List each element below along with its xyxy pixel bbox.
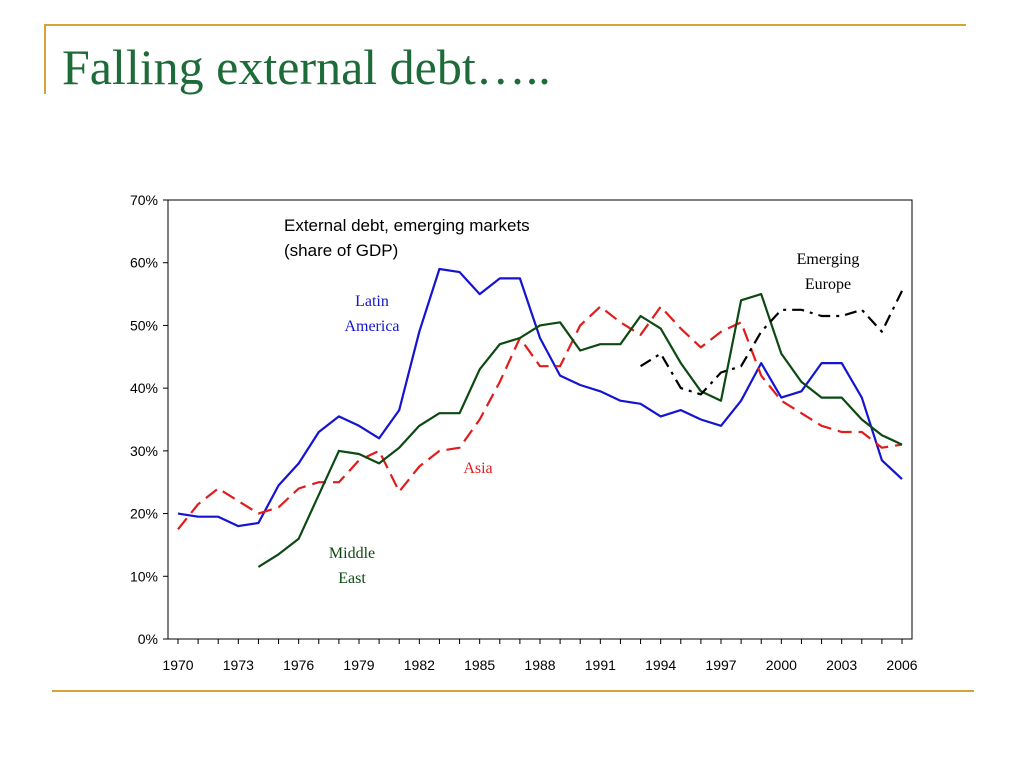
x-tick-label: 1985 [464,657,495,673]
x-tick-label: 1994 [645,657,676,673]
y-tick-label: 20% [130,506,158,522]
x-tick-label: 1979 [343,657,374,673]
label-middle-east-2: East [338,570,366,587]
slide: Falling external debt….. 0% 10% 20% 30% 40% 5… [0,0,1024,768]
y-axis: 0% 10% 20% 30% 40% 50% 60% 70% [130,192,168,647]
y-tick-label: 50% [130,317,158,333]
label-emerging-europe-2: Europe [805,276,851,293]
series-lines [178,269,902,567]
x-tick-label: 1991 [585,657,616,673]
label-middle-east-1: Middle [329,545,375,562]
y-tick-label: 0% [138,631,158,647]
y-tick-label: 30% [130,443,158,459]
x-tick-label: 1982 [404,657,435,673]
chart-title-line-1: External debt, emerging markets [284,216,530,235]
y-tick-label: 10% [130,568,158,584]
series-line-middle-east [258,294,902,567]
series-line-latin-america [178,269,902,526]
y-tick-label: 60% [130,255,158,271]
chart-title-line-2: (share of GDP) [284,241,398,260]
x-tick-label: 1973 [223,657,254,673]
label-latin-america-2: America [344,318,399,335]
x-axis: 1970 1973 1976 1979 1982 1985 1988 1991 1994 1997… [162,639,917,673]
y-tick-label: 70% [130,192,158,208]
x-tick-label: 1997 [705,657,736,673]
x-tick-label: 1988 [524,657,555,673]
bottom-accent-rule [52,690,974,692]
debt-line-chart: 0% 10% 20% 30% 40% 50% 60% 70% 1970 1973 1976 1979… [0,0,1024,768]
x-tick-label: 2000 [766,657,797,673]
x-tick-label: 1970 [162,657,193,673]
x-tick-label: 1976 [283,657,314,673]
x-tick-label: 2003 [826,657,857,673]
label-emerging-europe-1: Emerging [797,251,860,268]
x-tick-label: 2006 [886,657,917,673]
label-latin-america-1: Latin [355,293,389,310]
y-tick-label: 40% [130,380,158,396]
label-asia: Asia [463,460,492,477]
